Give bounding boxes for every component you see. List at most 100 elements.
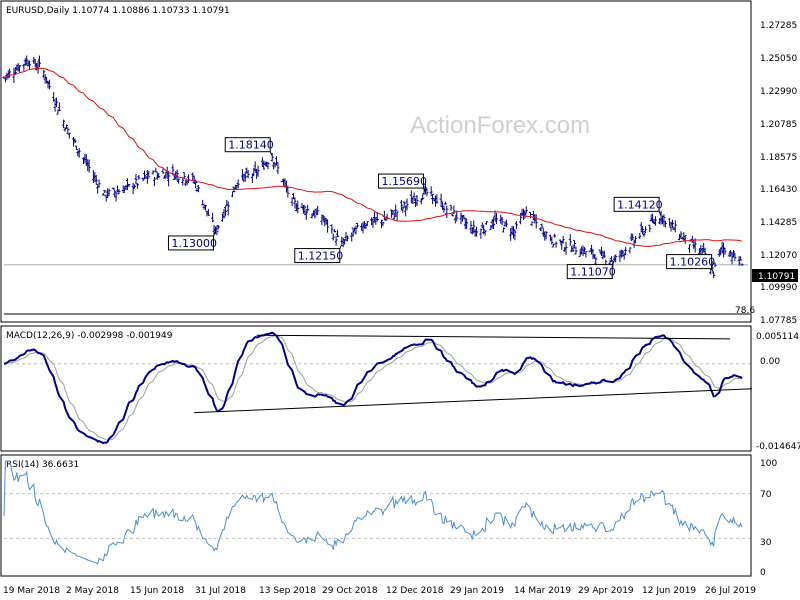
ohlc-bar: [561, 235, 565, 244]
ohlc-bar: [443, 201, 447, 205]
price-y-tick: 1.16430: [760, 185, 797, 195]
ohlc-bar: [568, 234, 572, 246]
macd-title: MACD(12,26,9) -0.002998 -0.001949: [6, 331, 173, 341]
ohlc-bar: [135, 183, 139, 189]
ohlc-bar: [276, 162, 280, 175]
ohlc-bar: [679, 231, 683, 239]
ohlc-bar: [223, 206, 227, 216]
price-y-tick: 1.18575: [760, 153, 797, 163]
ohlc-bar: [514, 220, 518, 230]
ohlc-bar: [479, 228, 483, 239]
ohlc-bar: [354, 225, 358, 235]
ohlc-bar: [141, 177, 145, 182]
ohlc-bar: [564, 241, 568, 255]
ohlc-bar: [634, 236, 638, 244]
ohlc-bar: [641, 225, 645, 235]
ohlc-bar: [365, 221, 369, 227]
ohlc-bar: [67, 132, 71, 139]
ohlc-bar: [435, 194, 439, 204]
rsi-series-layer: [3, 460, 750, 565]
ohlc-bar: [421, 194, 425, 201]
ohlc-bar: [529, 211, 533, 219]
macd-y-axis: 0.005114 0.00 -0.014647: [756, 332, 800, 452]
price-series-layer: [2, 55, 750, 315]
ohlc-bar: [37, 55, 41, 68]
ohlc-bar: [553, 233, 557, 238]
callout-label: 1.12150: [298, 250, 344, 263]
ohlc-bar: [211, 212, 215, 223]
ohlc-bar: [733, 252, 737, 261]
price-y-tick: 1.20785: [760, 120, 797, 130]
ohlc-bar: [196, 185, 200, 193]
ohlc-bar: [524, 206, 528, 214]
ohlc-bar: [712, 272, 716, 279]
price-callout: 1.12150: [294, 244, 344, 264]
ohlc-bar: [222, 208, 226, 219]
callout-label: 1.10260: [670, 256, 716, 269]
ohlc-bar: [114, 192, 118, 202]
price-callout: 1.10260: [666, 254, 716, 273]
x-tick: 12 Dec 2018: [386, 586, 444, 596]
callout-label: 1.13000: [171, 237, 217, 250]
ohlc-bar: [727, 252, 731, 257]
ohlc-bar: [592, 254, 596, 259]
callout-label: 1.18140: [228, 139, 274, 152]
ohlc-bar: [18, 64, 22, 72]
ohlc-bar: [66, 127, 70, 134]
ohlc-bar: [628, 247, 632, 254]
ohlc-bar: [731, 249, 735, 258]
ohlc-bar: [653, 216, 657, 226]
price-y-tick: 1.12070: [760, 251, 797, 261]
x-tick: 19 Mar 2018: [3, 586, 60, 596]
callout-label: 1.15690: [382, 175, 428, 188]
ohlc-bar: [28, 60, 32, 70]
last-price-marker: 1.10791: [752, 269, 798, 282]
macd-series-layer: [3, 331, 753, 445]
x-tick: 29 Oct 2018: [322, 586, 378, 596]
ohlc-bar: [670, 219, 674, 229]
ohlc-bar: [574, 246, 578, 255]
ohlc-bar: [336, 230, 340, 238]
ohlc-bar: [296, 200, 300, 214]
x-tick: 29 Jan 2019: [450, 586, 504, 596]
price-y-tick: 1.09990: [760, 283, 797, 293]
callouts-layer: 1.18140 1.13000 1.15690 1.12150 1.14120 1.110…: [167, 137, 716, 280]
rsi-y-tick: 100: [760, 459, 777, 469]
ohlc-bar: [111, 187, 115, 190]
rsi-title: RSI(14) 36.6631: [6, 460, 79, 470]
ohlc-bar: [642, 231, 646, 237]
rsi-y-tick: 30: [760, 538, 772, 548]
ohlc-bar: [740, 263, 744, 266]
ohlc-bar: [519, 212, 523, 225]
ohlc-bar: [551, 243, 555, 248]
price-y-tick: 1.22990: [760, 87, 797, 97]
ohlc-bar: [117, 189, 121, 195]
ohlc-bar: [381, 221, 385, 227]
ohlc-bar: [442, 205, 446, 213]
ohlc-bar: [683, 235, 687, 244]
ohlc-bar: [145, 170, 149, 184]
ohlc-bar: [431, 193, 435, 205]
ohlc-bar: [64, 124, 68, 130]
ohlc-bar: [500, 216, 504, 226]
callout-label: 1.14120: [617, 198, 663, 211]
price-y-tick: 1.27285: [760, 21, 797, 31]
ohlc-bar: [485, 221, 489, 225]
ohlc-bar: [167, 170, 171, 187]
ohlc-bar: [270, 153, 274, 162]
ohlc-bar: [402, 201, 406, 208]
price-panel-frame: [0, 0, 752, 323]
rsi-y-tick: 70: [760, 490, 772, 500]
ohlc-bar: [571, 244, 575, 252]
ohlc-bar: [663, 220, 667, 228]
ohlc-bar: [206, 208, 210, 216]
ohlc-bar: [137, 174, 141, 180]
ohlc-bar: [395, 211, 399, 222]
ohlc-bar: [609, 255, 613, 262]
ohlc-bar: [399, 200, 403, 210]
ohlc-bar: [134, 174, 138, 184]
ohlc-bar: [303, 205, 307, 216]
ohlc-bar: [345, 235, 349, 242]
ohlc-bar: [333, 229, 337, 233]
